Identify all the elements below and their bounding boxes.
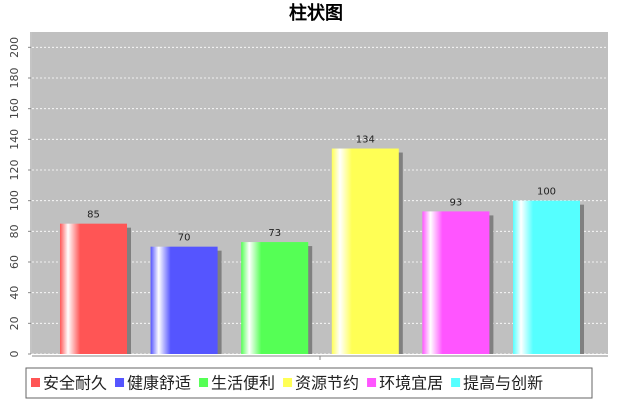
y-tick-label: 100 xyxy=(8,190,21,211)
legend-marker xyxy=(31,378,40,387)
legend-label: 环境宜居 xyxy=(379,374,443,393)
bar xyxy=(150,246,218,354)
y-tick-label: 180 xyxy=(8,68,21,89)
y-tick-label: 120 xyxy=(8,160,21,181)
bar xyxy=(60,223,127,354)
y-tick-label: 40 xyxy=(8,286,21,300)
legend-marker xyxy=(367,378,377,387)
y-tick-label: 20 xyxy=(8,316,21,330)
value-label: 100 xyxy=(537,187,556,198)
bar xyxy=(241,242,309,354)
legend-marker xyxy=(283,378,293,387)
bar xyxy=(513,200,580,354)
chart-title: 柱状图 xyxy=(289,2,343,24)
value-label: 70 xyxy=(178,233,191,244)
legend-marker xyxy=(199,378,209,387)
bar xyxy=(422,211,490,354)
legend-label: 安全耐久 xyxy=(43,374,107,393)
legend-label: 资源节约 xyxy=(295,374,359,393)
y-tick-label: 160 xyxy=(8,98,21,119)
value-label: 93 xyxy=(450,197,463,208)
legend-marker xyxy=(451,378,461,387)
legend-label: 健康舒适 xyxy=(127,374,191,393)
bar xyxy=(331,148,399,354)
y-tick-label: 200 xyxy=(8,37,21,58)
value-label: 134 xyxy=(356,135,375,146)
y-tick-label: 0 xyxy=(8,351,21,358)
legend-label: 生活便利 xyxy=(211,374,275,393)
y-tick-label: 60 xyxy=(8,255,21,269)
legend-label: 提高与创新 xyxy=(463,374,543,393)
value-label: 85 xyxy=(87,210,100,221)
legend-marker xyxy=(115,378,125,387)
value-label: 73 xyxy=(268,228,281,239)
y-tick-label: 140 xyxy=(8,129,21,150)
y-tick-label: 80 xyxy=(8,224,21,238)
